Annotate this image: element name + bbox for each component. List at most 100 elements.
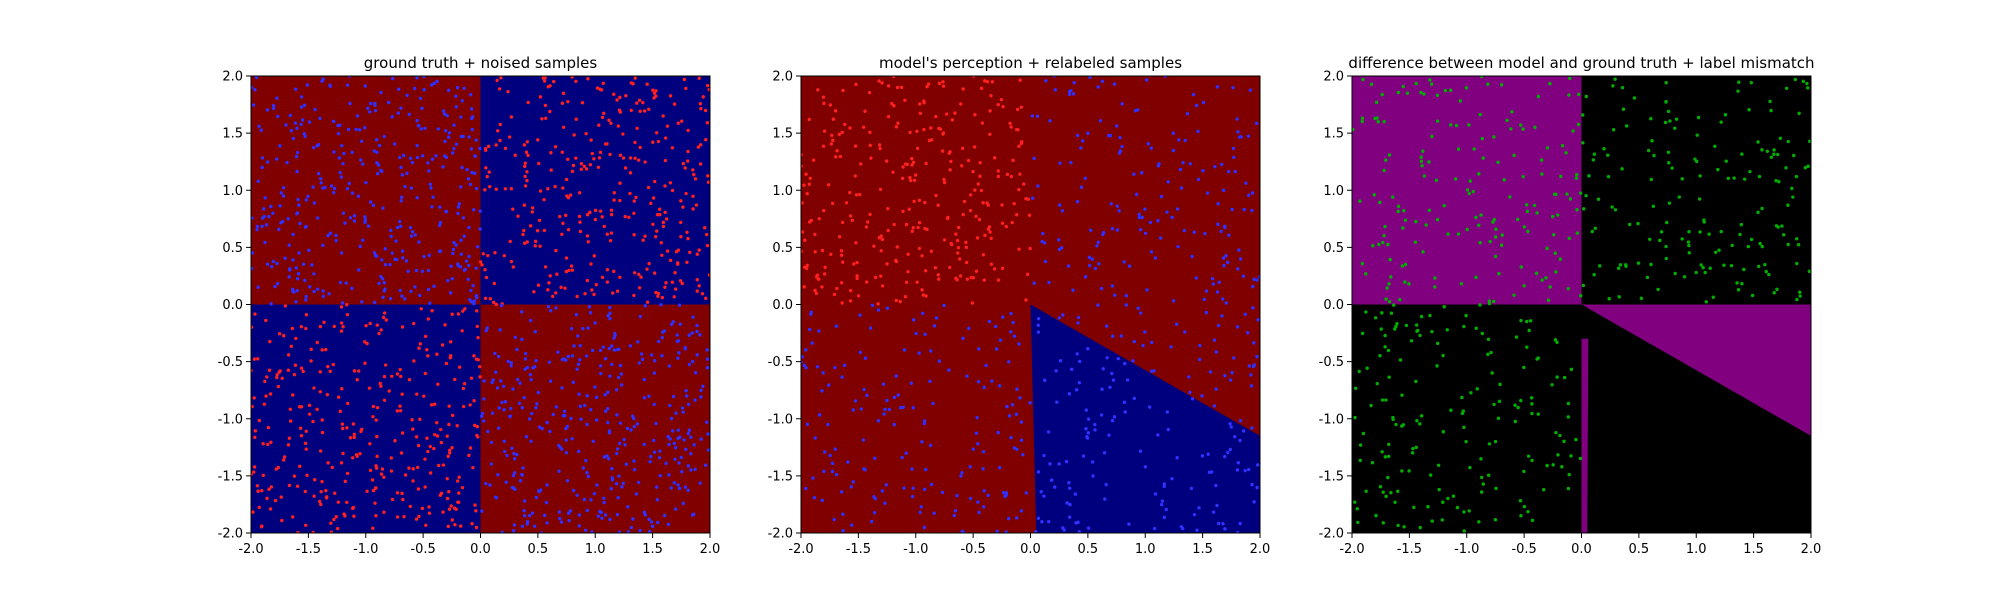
sample-point [1042,453,1046,458]
y-tick-label: 1.0 [222,184,243,199]
sample-point [1480,136,1484,141]
sample-point [955,278,959,282]
sample-point [564,256,569,260]
sample-point [844,201,849,205]
sample-point [1015,107,1020,112]
sample-point [1646,148,1651,153]
sample-point [1402,525,1406,529]
sample-point [1757,174,1762,179]
sample-point [549,151,553,155]
sample-point [554,291,558,295]
sample-point [1077,530,1081,533]
sample-point [576,334,580,338]
sample-point [1106,133,1111,138]
sample-point [494,143,498,147]
sample-point [547,281,551,285]
sample-point [879,249,883,253]
sample-point [340,301,345,305]
sample-point [415,195,419,200]
sample-point [1737,80,1741,84]
sample-point [276,384,281,389]
sample-point [355,454,359,458]
sample-point [350,286,354,291]
sample-point [807,117,812,122]
sample-point [346,127,351,132]
sample-point [929,249,934,253]
sample-point [1576,122,1581,127]
sample-point [912,178,917,183]
sample-point [454,142,459,146]
sample-point [395,372,400,376]
sample-point [669,322,674,327]
sample-point [423,334,428,339]
sample-point [1119,334,1124,338]
sample-point [451,251,455,256]
sample-point [842,363,847,368]
sample-point [541,76,545,80]
sample-point [456,262,460,266]
sample-point [1181,160,1185,165]
sample-point [805,263,809,268]
sample-point [1086,417,1091,421]
sample-point [1575,173,1579,177]
sample-point [497,87,502,91]
sample-point [609,231,614,235]
sample-point [699,143,703,147]
sample-point [1076,321,1080,325]
sample-point [912,318,916,322]
sample-point [570,354,575,358]
sample-point [570,76,574,79]
sample-point [886,114,891,119]
sample-point [351,456,355,460]
sample-point [1100,79,1105,84]
sample-point [804,348,808,352]
sample-point [260,156,265,160]
sample-point [1248,88,1253,92]
x-tick-label: -1.0 [1454,542,1479,557]
sample-point [1382,119,1386,124]
sample-point [1001,104,1005,109]
sample-point [1422,92,1426,96]
sample-point [484,328,489,333]
sample-point [280,376,284,380]
sample-point [578,343,582,348]
sample-point [566,354,571,359]
sample-point [826,422,830,427]
sample-point [585,234,590,238]
sample-point [575,367,579,371]
sample-point [480,263,484,267]
sample-point [586,326,590,330]
sample-point [1578,191,1583,195]
sample-point [585,213,590,217]
sample-point [645,300,650,304]
sample-point [549,168,553,172]
sample-point [260,488,264,493]
y-tick-label: 0.0 [222,298,243,313]
sample-point [873,275,878,280]
sample-point [1623,263,1628,267]
sample-point [677,351,681,355]
sample-point [372,251,377,255]
sample-point [1355,507,1359,511]
sample-point [292,372,297,377]
y-tick-label: 2.0 [222,70,243,85]
sample-point [509,364,513,368]
sample-point [493,351,497,356]
sample-point [454,105,459,109]
sample-point [913,173,918,177]
sample-point [1036,316,1041,321]
sample-point [445,114,449,118]
sample-point [1219,229,1223,234]
sample-point [268,339,272,344]
sample-point [1236,460,1241,465]
sample-point [936,203,940,207]
sample-point [640,357,645,362]
sample-point [1374,513,1378,518]
sample-point [1464,439,1468,444]
sample-point [1739,222,1744,227]
sample-point [1387,153,1392,157]
sample-point [1592,273,1596,277]
sample-point [840,220,845,225]
sample-point [964,260,969,265]
sample-point [1243,468,1247,473]
